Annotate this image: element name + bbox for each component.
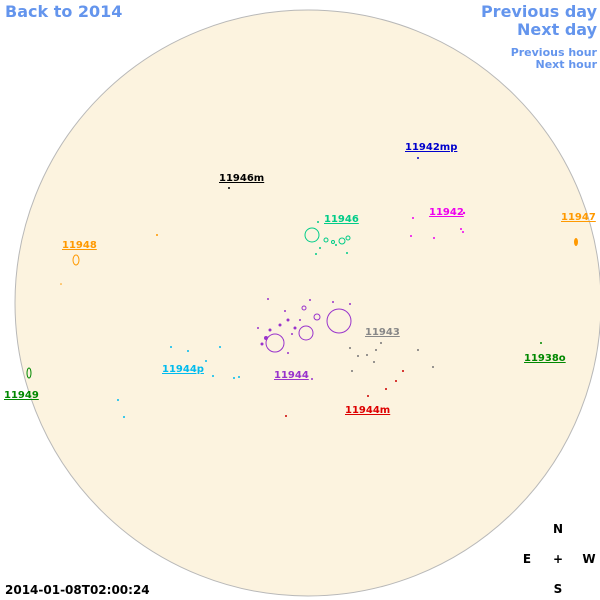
region-label[interactable]: 11942mp xyxy=(405,142,457,153)
sunspot xyxy=(417,157,419,159)
compass-west: W xyxy=(582,552,595,566)
timestamp: 2014-01-08T02:00:24 xyxy=(5,583,150,597)
region-label[interactable]: 11949 xyxy=(4,390,39,401)
region-label[interactable]: 11948 xyxy=(62,240,97,251)
next-hour-link[interactable]: Next hour xyxy=(536,58,598,71)
compass-south: S xyxy=(554,582,563,596)
sunspot-group xyxy=(304,227,351,245)
sunspot-group xyxy=(285,370,404,417)
sunspot-group xyxy=(265,305,352,353)
sunspot-group xyxy=(257,298,351,380)
sunspot-group xyxy=(117,346,240,418)
compass-north: N xyxy=(553,522,563,536)
next-day-link[interactable]: Next day xyxy=(517,20,598,39)
compass-center: + xyxy=(553,552,563,566)
compass-east: E xyxy=(523,552,531,566)
sunspot xyxy=(26,367,32,379)
sunspot xyxy=(540,342,542,344)
region-label[interactable]: 11946m xyxy=(219,173,264,184)
region-label[interactable]: 11942 xyxy=(429,207,464,218)
sunspot-group xyxy=(315,221,348,255)
region-label[interactable]: 11947 xyxy=(561,212,596,223)
sunspot xyxy=(574,238,578,246)
previous-day-link[interactable]: Previous day xyxy=(481,2,598,21)
previous-hour-link[interactable]: Previous hour xyxy=(511,46,598,59)
sunspot xyxy=(228,187,230,189)
region-label[interactable]: 11946 xyxy=(324,214,359,225)
region-label[interactable]: 11944m xyxy=(345,405,390,416)
sunspots xyxy=(26,157,578,418)
sunspot-group xyxy=(410,211,466,239)
sunspot xyxy=(156,234,158,236)
sunspot xyxy=(72,254,80,266)
solar-disk xyxy=(14,9,600,597)
region-label[interactable]: 11938o xyxy=(524,353,566,364)
region-label[interactable]: 11944p xyxy=(162,364,204,375)
region-label[interactable]: 11943 xyxy=(365,327,400,338)
sunspot-group xyxy=(349,342,434,372)
region-label[interactable]: 11944 xyxy=(274,370,309,381)
back-link[interactable]: Back to 2014 xyxy=(5,2,122,21)
sunspot xyxy=(60,283,62,285)
